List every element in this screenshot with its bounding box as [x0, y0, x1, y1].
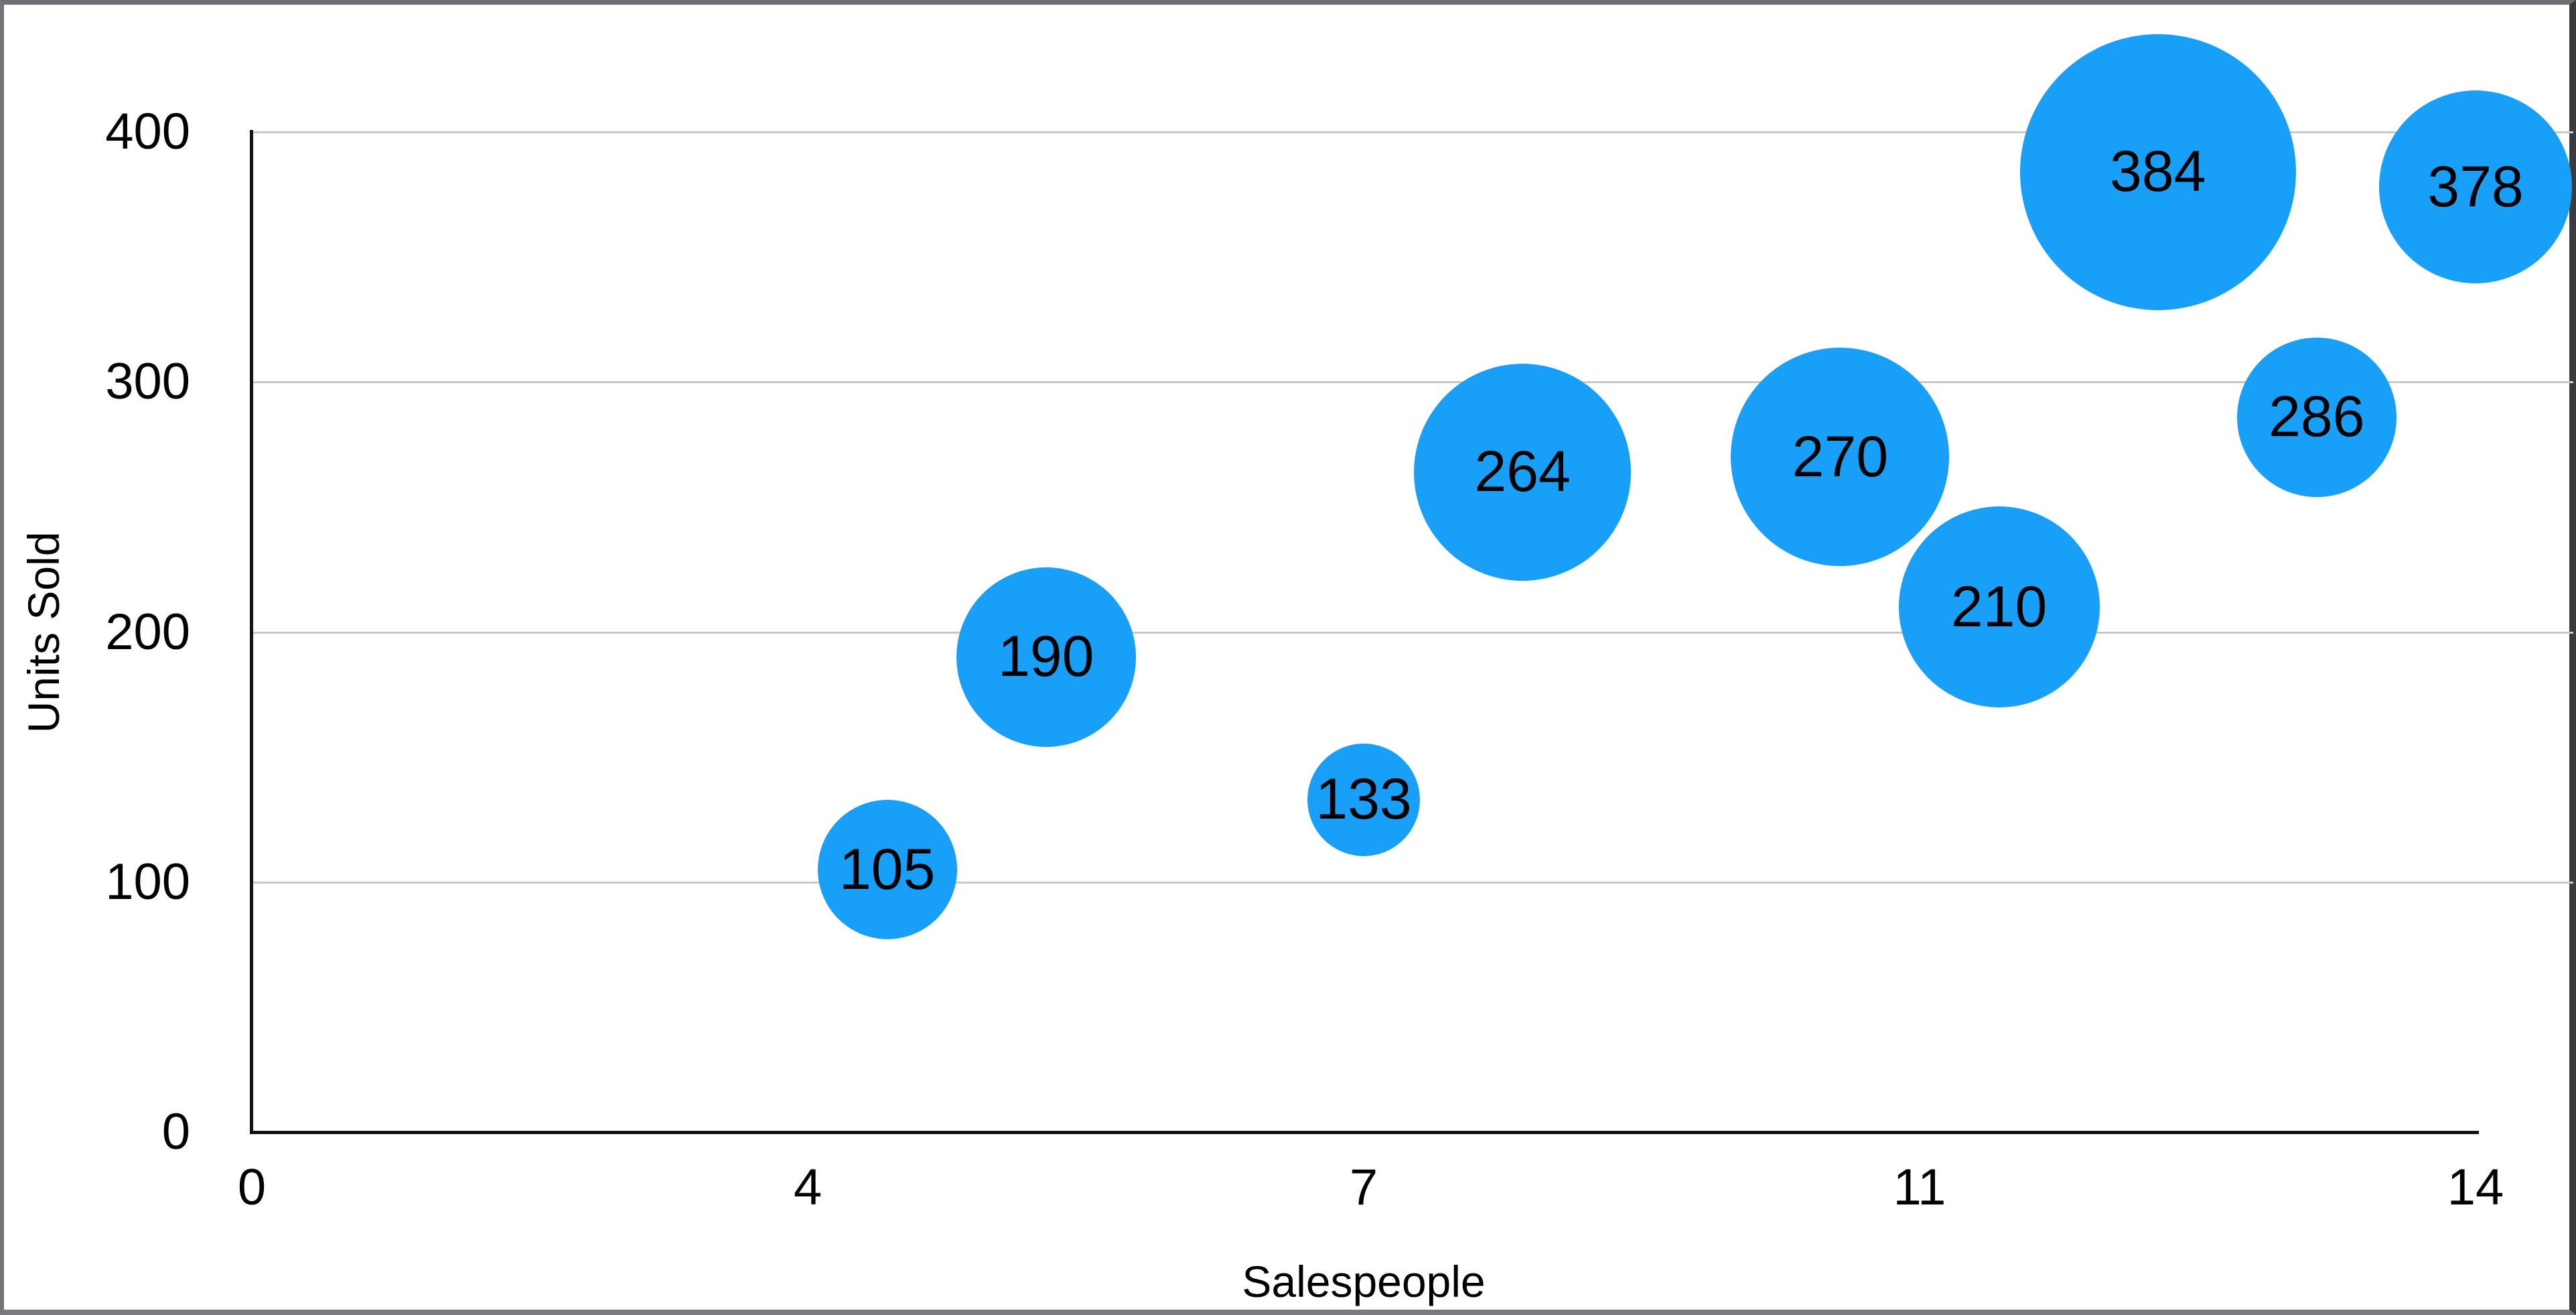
gridline-y-200 [252, 631, 2573, 634]
y-tick-label-100: 100 [105, 853, 190, 910]
bubble-value-label: 270 [1792, 424, 1889, 489]
gridline-y-300 [252, 381, 2573, 384]
y-axis-line [250, 130, 253, 1134]
bubble-value-label: 286 [2269, 385, 2365, 449]
bubble-384[interactable]: 384 [2019, 33, 2296, 310]
y-tick-label-200: 200 [105, 603, 190, 661]
x-tick-label-0: 0 [237, 1159, 267, 1216]
bubble-value-label: 378 [2427, 154, 2524, 219]
y-tick-label-400: 400 [105, 103, 190, 160]
gridline-y-100 [252, 881, 2573, 884]
x-tick-label-4: 4 [793, 1159, 822, 1216]
bubble-270[interactable]: 270 [1731, 348, 1950, 567]
bubble-value-label: 190 [997, 624, 1094, 689]
y-tick-label-300: 300 [105, 353, 190, 411]
bubble-105[interactable]: 105 [817, 800, 957, 940]
y-tick-label-0: 0 [161, 1103, 190, 1160]
x-axis-title: Salespeople [1242, 1257, 1486, 1306]
bubble-value-label: 384 [2109, 139, 2206, 204]
x-tick-label-7: 7 [1349, 1159, 1378, 1216]
x-tick-label-14: 14 [2447, 1159, 2504, 1216]
x-tick-label-11: 11 [1893, 1159, 1946, 1216]
bubble-value-label: 210 [1950, 574, 2048, 639]
x-axis-line [250, 1131, 2479, 1134]
plot-area: 0 100 200 300 400 0 4 7 11 14 105 190 133 264 270 210 38… [4, 5, 2573, 1310]
bubble-264[interactable]: 264 [1414, 363, 1632, 581]
bubble-value-label: 264 [1474, 439, 1571, 504]
bubble-value-label: 105 [839, 837, 936, 902]
bubble-133[interactable]: 133 [1307, 743, 1420, 856]
bubble-190[interactable]: 190 [956, 567, 1136, 747]
bubble-378[interactable]: 378 [2379, 90, 2572, 284]
bubble-210[interactable]: 210 [1898, 506, 2100, 708]
bubble-value-label: 133 [1315, 767, 1412, 832]
y-axis-title: Units Sold [19, 531, 68, 734]
bubble-286[interactable]: 286 [2236, 337, 2396, 497]
gridline-y-400 [252, 131, 2573, 133]
